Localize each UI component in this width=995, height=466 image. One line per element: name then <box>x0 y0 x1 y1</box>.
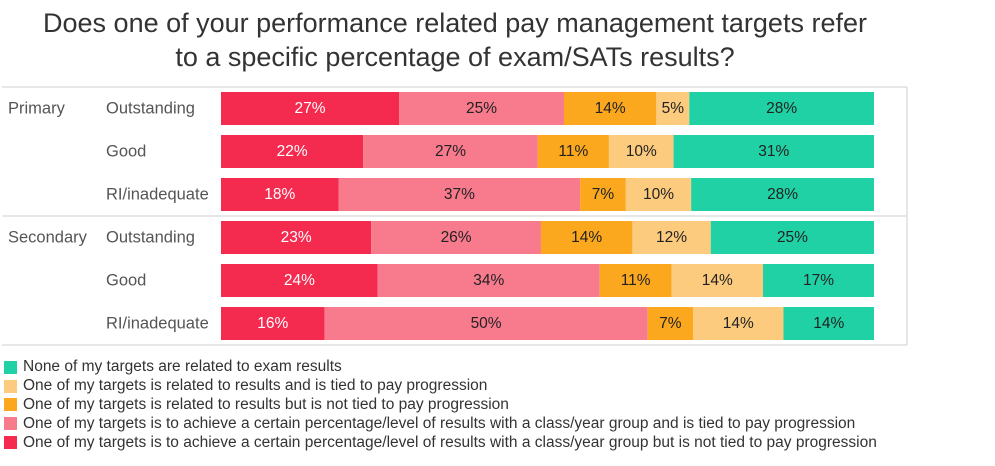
legend-label: One of my targets is to achieve a certai… <box>23 414 856 432</box>
legend-swatch <box>4 398 17 412</box>
legend-item: One of my targets is to achieve a certai… <box>4 414 877 433</box>
legend-item: One of my targets is related to results … <box>4 396 877 415</box>
bar-segment <box>221 92 400 125</box>
bar-segment <box>689 92 874 125</box>
bar-segment <box>625 178 692 211</box>
bar-segment <box>540 221 633 254</box>
bar-segment <box>371 221 541 254</box>
category-label: Outstanding <box>106 100 195 118</box>
category-label: RI/inadequate <box>106 186 209 204</box>
legend-swatch <box>4 417 17 431</box>
data-label: 16% <box>257 315 288 332</box>
bar-segment <box>783 307 874 340</box>
data-label: 25% <box>466 100 497 117</box>
data-label: 10% <box>643 186 674 203</box>
legend-swatch <box>4 436 17 450</box>
legend-label: None of my targets are related to exam r… <box>23 358 342 376</box>
legend-label: One of my targets is related to results … <box>23 377 488 395</box>
category-label: Outstanding <box>106 229 195 247</box>
data-label: 25% <box>777 229 808 246</box>
data-label: 14% <box>595 100 626 117</box>
data-label: 7% <box>659 315 682 332</box>
bar-segment <box>221 135 364 168</box>
data-label: 28% <box>766 100 797 117</box>
bar-segment <box>221 221 372 254</box>
data-label: 22% <box>277 143 308 160</box>
legend-item: One of my targets is to achieve a certai… <box>4 433 877 452</box>
stacked-bar-chart: Primary Outstanding 27% 25% 14% 5% 28% Good 22% 2… <box>2 86 908 346</box>
legend-item: One of my targets is related to results … <box>4 377 877 396</box>
bar-segment <box>647 307 693 340</box>
data-label: 24% <box>284 272 315 289</box>
bar-segment <box>363 135 538 168</box>
bar-segment <box>608 135 674 168</box>
data-label: 34% <box>473 272 504 289</box>
data-label: 11% <box>621 272 651 289</box>
category-label: Good <box>106 272 146 290</box>
chart-title: Does one of your performance related pay… <box>0 6 910 74</box>
bar-segment <box>692 307 784 340</box>
bar-segment <box>377 264 600 297</box>
chart-title-line-1: Does one of your performance related pay… <box>43 8 867 38</box>
data-label: 11% <box>558 143 588 160</box>
data-label: 26% <box>441 229 472 246</box>
data-label: 14% <box>571 229 602 246</box>
bar-segment <box>762 264 874 297</box>
bar-segment <box>563 92 657 125</box>
data-label: 50% <box>471 315 502 332</box>
data-label: 14% <box>723 315 754 332</box>
category-label: RI/inadequate <box>106 315 209 333</box>
data-label: 27% <box>435 143 466 160</box>
bar-segment <box>221 264 378 297</box>
bar-segment <box>221 178 339 211</box>
data-label: 7% <box>592 186 615 203</box>
data-label: 18% <box>264 186 295 203</box>
data-label: 31% <box>758 143 789 160</box>
bar-segment <box>537 135 609 168</box>
bar-segment <box>338 178 581 211</box>
bar-segment <box>221 307 325 340</box>
group-label: Primary <box>8 100 66 118</box>
bar-segment <box>691 178 874 211</box>
bar-segment <box>632 221 711 254</box>
data-label: 28% <box>767 186 798 203</box>
data-label: 14% <box>702 272 733 289</box>
data-label: 37% <box>444 186 475 203</box>
legend-label: One of my targets is related to results … <box>23 395 509 413</box>
legend-swatch <box>4 360 17 374</box>
bar-segment <box>324 307 648 340</box>
bar-segment <box>656 92 690 125</box>
category-label: Good <box>106 143 146 161</box>
data-label: 17% <box>803 272 834 289</box>
legend-label: One of my targets is to achieve a certai… <box>23 433 877 451</box>
bar-segment <box>599 264 672 297</box>
data-label: 23% <box>281 229 312 246</box>
data-label: 27% <box>295 100 326 117</box>
legend-item: None of my targets are related to exam r… <box>4 358 877 377</box>
bar-segment <box>580 178 626 211</box>
data-label: 5% <box>662 100 685 117</box>
bar-segment <box>673 135 874 168</box>
group-label: Secondary <box>8 229 88 247</box>
data-label: 14% <box>813 315 844 332</box>
bar-segment <box>399 92 564 125</box>
data-label: 12% <box>656 229 687 246</box>
bar-segment <box>710 221 874 254</box>
data-label: 10% <box>626 143 657 160</box>
chart-title-line-2: to a specific percentage of exam/SATs re… <box>175 42 735 72</box>
legend-swatch <box>4 379 17 393</box>
bar-segment <box>671 264 763 297</box>
chart-legend: None of my targets are related to exam r… <box>4 358 877 452</box>
